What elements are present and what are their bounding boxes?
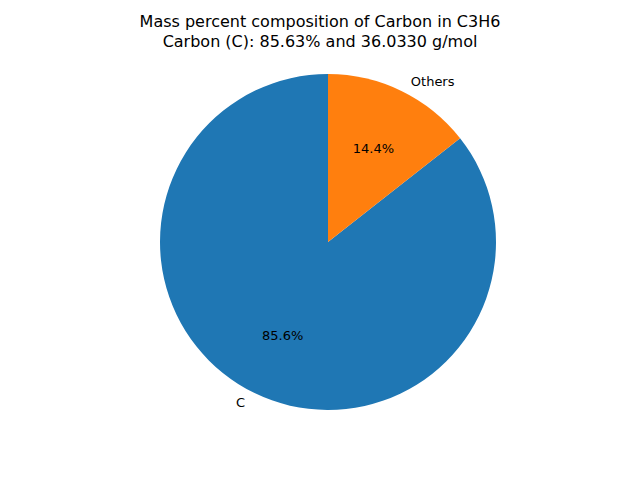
svg-text:85.6%: 85.6%	[262, 328, 303, 343]
svg-text:Mass percent composition of Ca: Mass percent composition of Carbon in C3…	[140, 12, 501, 31]
svg-text:Carbon (C): 85.63% and 36.0330: Carbon (C): 85.63% and 36.0330 g/mol	[163, 32, 478, 51]
svg-text:Others: Others	[411, 74, 455, 89]
svg-text:14.4%: 14.4%	[353, 141, 394, 156]
svg-text:C: C	[236, 395, 245, 410]
